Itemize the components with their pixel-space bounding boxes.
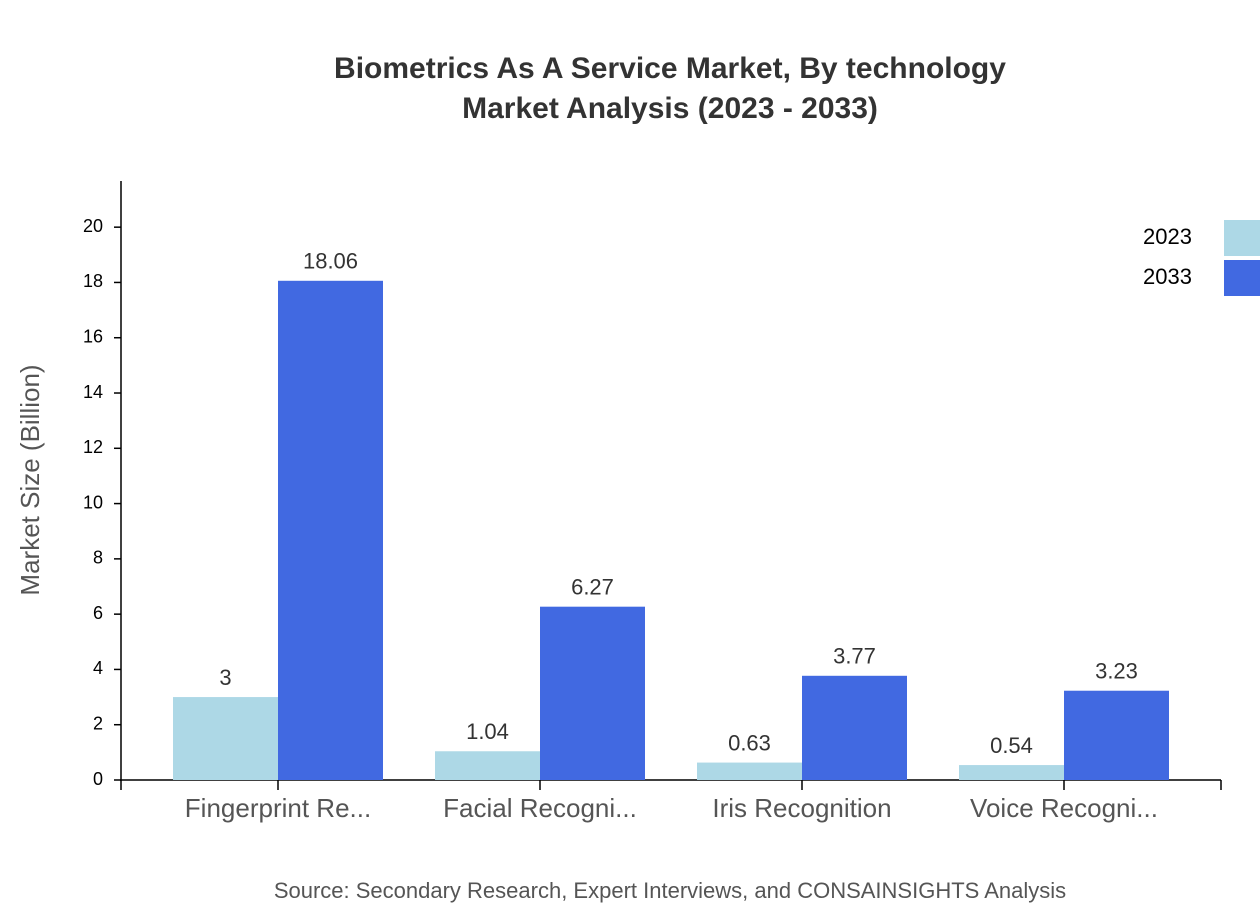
legend-label: 2023 (1143, 224, 1192, 249)
x-tick-label: Facial Recogni... (443, 793, 637, 823)
value-label: 18.06 (303, 249, 358, 274)
y-tick-label: 16 (83, 326, 103, 346)
legend-label: 2033 (1143, 264, 1192, 289)
value-label: 1.04 (466, 719, 509, 744)
value-label: 3.23 (1095, 659, 1138, 684)
y-tick-label: 6 (93, 603, 103, 623)
chart-title: Biometrics As A Service Market, By techn… (334, 52, 1006, 85)
bar (1064, 690, 1169, 780)
bar (173, 697, 278, 780)
y-tick-label: 10 (83, 492, 103, 512)
bar (278, 280, 383, 780)
bar (697, 762, 802, 780)
value-label: 3 (219, 665, 231, 690)
y-tick-label: 8 (93, 548, 103, 568)
y-axis-title: Market Size (Billion) (15, 364, 45, 595)
value-label: 6.27 (571, 574, 614, 599)
bar (959, 765, 1064, 780)
x-tick-label: Voice Recogni... (970, 793, 1158, 823)
value-label: 0.54 (990, 733, 1033, 758)
y-tick-label: 2 (93, 713, 103, 733)
value-label: 3.77 (833, 644, 876, 669)
y-tick-label: 20 (83, 216, 103, 236)
bar (435, 751, 540, 780)
y-tick-label: 14 (83, 382, 103, 402)
y-tick-label: 4 (93, 658, 103, 678)
legend-swatch (1224, 260, 1260, 296)
y-tick-label: 12 (83, 437, 103, 457)
source-note: Source: Secondary Research, Expert Inter… (274, 878, 1066, 903)
x-tick-label: Iris Recognition (712, 793, 891, 823)
x-tick-label: Fingerprint Re... (185, 793, 371, 823)
bar (540, 606, 645, 780)
legend-swatch (1224, 220, 1260, 256)
y-tick-label: 0 (93, 769, 103, 789)
bar (802, 675, 907, 780)
chart-subtitle: Market Analysis (2023 - 2033) (462, 92, 878, 125)
value-label: 0.63 (728, 730, 771, 755)
y-tick-label: 18 (83, 271, 103, 291)
